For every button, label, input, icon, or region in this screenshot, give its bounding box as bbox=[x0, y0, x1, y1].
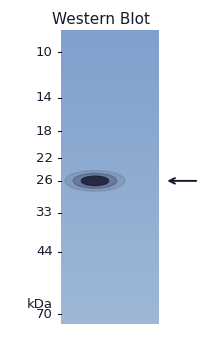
Text: 18: 18 bbox=[36, 125, 53, 138]
Text: 26kDa: 26kDa bbox=[200, 174, 202, 187]
Text: 22: 22 bbox=[36, 152, 53, 165]
Ellipse shape bbox=[73, 173, 116, 188]
Text: 44: 44 bbox=[36, 245, 53, 258]
Text: kDa: kDa bbox=[27, 299, 53, 311]
Text: 33: 33 bbox=[36, 207, 53, 219]
Ellipse shape bbox=[65, 171, 124, 191]
Text: 70: 70 bbox=[36, 308, 53, 321]
Text: 14: 14 bbox=[36, 91, 53, 104]
Text: Western Blot: Western Blot bbox=[52, 12, 150, 27]
Text: 26: 26 bbox=[36, 174, 53, 187]
Text: 10: 10 bbox=[36, 46, 53, 59]
Ellipse shape bbox=[81, 176, 108, 186]
